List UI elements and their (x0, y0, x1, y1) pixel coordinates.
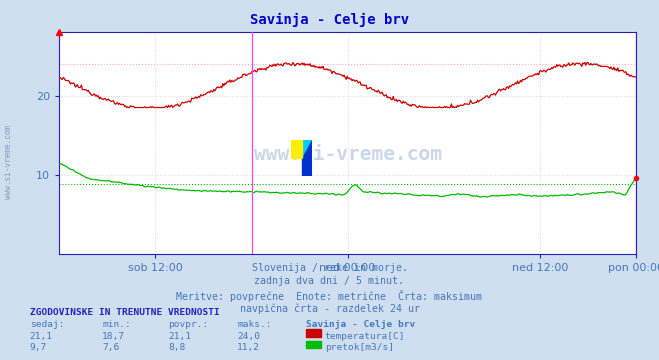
Text: 24,0: 24,0 (237, 332, 260, 341)
Text: Meritve: povprečne  Enote: metrične  Črta: maksimum: Meritve: povprečne Enote: metrične Črta:… (177, 290, 482, 302)
Text: sedaj:: sedaj: (30, 320, 64, 329)
Polygon shape (302, 140, 312, 158)
Text: pretok[m3/s]: pretok[m3/s] (325, 343, 394, 352)
Text: 11,2: 11,2 (237, 343, 260, 352)
Text: 9,7: 9,7 (30, 343, 47, 352)
Text: 8,8: 8,8 (168, 343, 185, 352)
Text: min.:: min.: (102, 320, 131, 329)
Text: Slovenija / reke in morje.: Slovenija / reke in morje. (252, 263, 407, 273)
Bar (302, 158, 312, 176)
Text: Savinja - Celje brv: Savinja - Celje brv (306, 320, 416, 329)
Bar (291, 140, 302, 158)
Text: ZGODOVINSKE IN TRENUTNE VREDNOSTI: ZGODOVINSKE IN TRENUTNE VREDNOSTI (30, 308, 219, 317)
Text: temperatura[C]: temperatura[C] (325, 332, 405, 341)
Text: povpr.:: povpr.: (168, 320, 208, 329)
Polygon shape (291, 140, 302, 158)
Text: zadnja dva dni / 5 minut.: zadnja dva dni / 5 minut. (254, 276, 405, 287)
Bar (302, 140, 312, 158)
Text: maks.:: maks.: (237, 320, 272, 329)
Text: www.si-vreme.com: www.si-vreme.com (254, 145, 442, 164)
Text: 7,6: 7,6 (102, 343, 119, 352)
Text: Savinja - Celje brv: Savinja - Celje brv (250, 13, 409, 27)
Text: www.si-vreme.com: www.si-vreme.com (4, 125, 13, 199)
Text: navpična črta - razdelek 24 ur: navpična črta - razdelek 24 ur (239, 304, 420, 314)
Text: 21,1: 21,1 (168, 332, 191, 341)
Text: 21,1: 21,1 (30, 332, 53, 341)
Text: 18,7: 18,7 (102, 332, 125, 341)
